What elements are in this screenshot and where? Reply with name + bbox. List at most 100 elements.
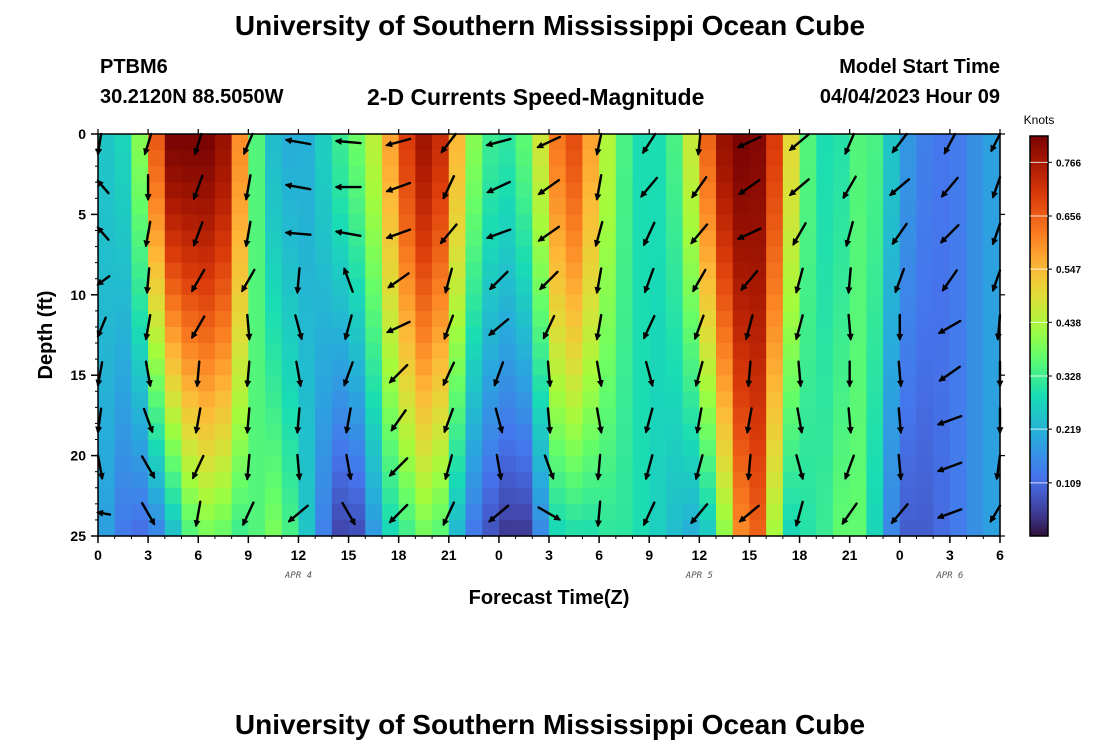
heatmap-cell: [883, 262, 901, 280]
heatmap-cell: [933, 423, 951, 441]
current-vector: [546, 360, 554, 388]
heatmap-cell: [398, 326, 416, 344]
heatmap-cell: [832, 150, 851, 167]
heatmap-cell: [148, 278, 166, 296]
current-vector: [594, 267, 603, 295]
heatmap-cell: [549, 326, 567, 344]
heatmap-cell: [465, 343, 483, 360]
heatmap-cell: [298, 198, 316, 215]
x-tick-label: 3: [545, 547, 553, 563]
heatmap-cell: [98, 487, 116, 505]
current-vector: [894, 267, 906, 294]
heatmap-cell: [615, 150, 634, 167]
current-vector: [936, 461, 963, 473]
heatmap-cell: [465, 326, 483, 344]
heatmap-cell: [599, 503, 617, 521]
heatmap-cell: [933, 503, 951, 521]
heatmap-cell: [432, 310, 450, 328]
heatmap-cell: [949, 343, 968, 360]
heatmap-cell: [432, 519, 450, 537]
heatmap-cell: [816, 246, 834, 264]
current-vector: [744, 407, 753, 435]
heatmap-cell: [933, 230, 951, 248]
heatmap-cell: [899, 182, 918, 199]
heatmap-cell: [799, 359, 817, 376]
heatmap-cell: [131, 214, 149, 232]
heatmap-cell: [632, 519, 650, 537]
heatmap-cell: [883, 294, 901, 312]
heatmap-cell: [148, 487, 166, 505]
heatmap-cell: [281, 455, 300, 473]
heatmap-cell: [749, 230, 767, 248]
heatmap-cell: [365, 182, 383, 199]
heatmap-cell: [766, 230, 784, 248]
heatmap-cell: [331, 407, 350, 425]
current-vector: [442, 501, 456, 527]
heatmap-cell: [549, 230, 567, 248]
current-vector: [844, 132, 855, 156]
heatmap-cell: [916, 455, 934, 473]
heatmap-cell: [98, 214, 116, 232]
heatmap-cell: [231, 150, 249, 167]
heatmap-cell: [498, 439, 517, 457]
heatmap-cell: [582, 423, 600, 441]
heatmap-cell: [515, 391, 533, 408]
heatmap-cell: [582, 310, 600, 328]
heatmap-cell: [398, 471, 416, 489]
heatmap-cell: [782, 343, 801, 360]
heatmap-cell: [265, 503, 283, 521]
current-vector: [284, 229, 312, 237]
heatmap-cell: [916, 214, 934, 232]
heatmap-cell: [298, 439, 316, 457]
heatmap-cell: [866, 439, 884, 457]
heatmap-cell: [315, 391, 333, 408]
heatmap-cell: [883, 246, 901, 264]
heatmap-cell: [448, 375, 467, 392]
heatmap-cell: [181, 503, 199, 521]
heatmap-cell: [198, 150, 216, 167]
heatmap-cell: [632, 262, 650, 280]
heatmap-cell: [381, 166, 400, 183]
heatmap-cell: [565, 407, 584, 425]
heatmap-cell: [682, 455, 700, 473]
heatmap-cell: [565, 503, 584, 521]
heatmap-cell: [164, 343, 183, 360]
heatmap-cell: [331, 166, 350, 183]
current-vector: [192, 221, 204, 247]
heatmap-cell: [148, 391, 166, 408]
heatmap-cell: [716, 423, 734, 441]
heatmap-cell: [799, 182, 817, 199]
heatmap-cell: [916, 487, 934, 505]
heatmap-cell: [766, 198, 784, 215]
heatmap-cell: [732, 214, 751, 232]
heatmap-cell: [465, 262, 483, 280]
heatmap-cell: [799, 439, 817, 457]
heatmap-cell: [582, 519, 600, 537]
heatmap-cell: [565, 134, 584, 151]
heatmap-cell: [448, 262, 467, 280]
heatmap-cell: [816, 262, 834, 280]
colorbar-tick-label: 0.656: [1056, 212, 1081, 223]
heatmap-cell: [381, 310, 400, 328]
heatmap-cell: [198, 198, 216, 215]
heatmap-cell: [298, 343, 316, 360]
current-vector: [243, 220, 252, 248]
heatmap-cell: [398, 262, 416, 280]
heatmap-cell: [231, 455, 249, 473]
heatmap-cell: [315, 198, 333, 215]
heatmap-cell: [699, 230, 717, 248]
heatmap-cell: [615, 246, 634, 264]
current-vector: [343, 407, 352, 435]
x-tick-label: 15: [341, 547, 357, 563]
current-vector: [488, 504, 510, 523]
heatmap-cell: [966, 487, 984, 505]
heatmap-cell: [432, 343, 450, 360]
heatmap-cell: [398, 343, 416, 360]
heatmap-cell: [599, 439, 617, 457]
heatmap-cell: [315, 503, 333, 521]
heatmap-cell: [816, 423, 834, 441]
heatmap-cell: [331, 310, 350, 328]
heatmap-cell: [899, 407, 918, 425]
heatmap-cell: [415, 182, 433, 199]
heatmap-cell: [966, 407, 984, 425]
